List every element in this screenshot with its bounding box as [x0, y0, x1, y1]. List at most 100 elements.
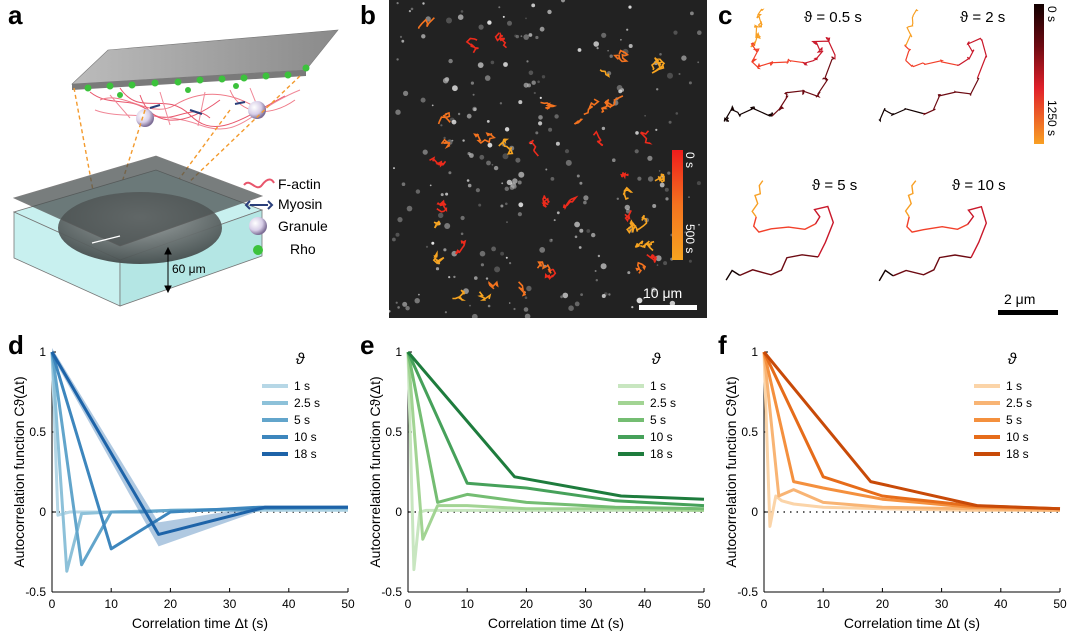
- speckle: [466, 179, 470, 182]
- legend-label-factin: F-actin: [278, 176, 321, 192]
- speckle: [594, 270, 597, 272]
- speckle: [576, 174, 580, 178]
- trajectory-title-1: ϑ = 2 s: [960, 9, 1005, 26]
- legend-label: 2.5 s: [650, 396, 676, 410]
- speckle: [504, 186, 509, 191]
- speckle: [422, 149, 428, 155]
- speckle: [548, 127, 553, 132]
- speckle: [690, 11, 694, 16]
- speckle: [414, 298, 420, 304]
- speckle: [596, 47, 599, 50]
- x-tick-label: 40: [638, 597, 652, 611]
- y-tick-label: 1: [751, 345, 758, 359]
- speckle: [420, 97, 426, 103]
- speckle: [531, 3, 536, 8]
- speckle: [513, 307, 516, 311]
- speckle: [652, 204, 657, 208]
- trajectory-segment: [752, 216, 816, 233]
- speckle: [401, 39, 405, 43]
- speckle: [580, 293, 583, 296]
- speckle: [448, 171, 452, 175]
- y-tick-label: -0.5: [737, 585, 758, 599]
- speckle: [634, 149, 639, 154]
- speckle: [601, 294, 606, 298]
- x-tick-label: 40: [282, 597, 296, 611]
- x-tick-label: 10: [461, 597, 475, 611]
- x-tick-label: 0: [761, 597, 768, 611]
- trajectory-title-2: ϑ = 5 s: [812, 177, 857, 194]
- speckle: [656, 88, 659, 91]
- speckle: [681, 55, 687, 61]
- speckle: [487, 304, 491, 308]
- granule-track: [488, 280, 499, 290]
- trajectory-segment: [739, 254, 819, 277]
- granule-track: [437, 111, 451, 125]
- speckle: [644, 115, 646, 117]
- speckle: [624, 204, 630, 211]
- trajectory-segment: [725, 269, 741, 281]
- schematic-legend: F-actin Myosin Granule Rho: [243, 176, 328, 257]
- speckle: [523, 82, 529, 88]
- speckle: [402, 301, 408, 307]
- series-lines: [762, 351, 1061, 528]
- series-line: [762, 351, 1061, 511]
- speckle: [393, 167, 395, 170]
- speckle: [627, 271, 631, 275]
- legend-label: 18 s: [650, 447, 673, 461]
- speckle: [659, 53, 662, 56]
- legend-label: 5 s: [294, 413, 310, 427]
- trajectory-segment: [723, 104, 774, 122]
- trajectory-segment: [922, 77, 980, 116]
- x-axis-label: Correlation time Δt (s): [844, 615, 980, 631]
- trajectory-segment: [904, 8, 919, 47]
- scale-bar: [998, 310, 1058, 315]
- speckle: [539, 247, 546, 253]
- granule-track: [592, 130, 604, 147]
- speckle: [460, 215, 465, 221]
- speckle: [684, 231, 687, 234]
- y-tick-label: 0.5: [741, 425, 758, 439]
- legend-label: 5 s: [1006, 413, 1022, 427]
- speckle: [444, 223, 451, 229]
- speckle: [647, 176, 654, 182]
- legend-label-granule: Granule: [278, 218, 328, 234]
- speckle: [553, 219, 556, 222]
- speckle: [445, 192, 449, 196]
- series-line: [406, 351, 705, 511]
- trajectory-segment: [878, 108, 924, 123]
- trajectory-segment: [750, 42, 805, 70]
- micrograph-with-tracks: 0 s 500 s 10 μm: [389, 0, 707, 318]
- speckle: [507, 20, 512, 26]
- speckle: [524, 313, 531, 318]
- speckle: [663, 261, 668, 266]
- speckle: [574, 301, 580, 307]
- legend-label-myosin: Myosin: [278, 196, 322, 212]
- speckle: [515, 34, 519, 39]
- legend-label: 1 s: [1006, 379, 1022, 393]
- granule-icon: [248, 101, 266, 119]
- legend-label-rho: Rho: [290, 241, 316, 257]
- y-tick-label: -0.5: [25, 585, 46, 599]
- granule-track: [518, 281, 527, 297]
- speckle: [528, 70, 534, 76]
- speckle: [579, 181, 583, 185]
- legend-label: 18 s: [294, 447, 317, 461]
- speckle: [597, 254, 601, 258]
- granule-track: [417, 17, 435, 29]
- scale-bar-label: 2 μm: [1004, 291, 1035, 307]
- y-tick-label: 0: [39, 505, 46, 519]
- granule-track: [635, 261, 647, 274]
- x-tick-label: 10: [817, 597, 831, 611]
- colorbar-label-bottom: 1250 s: [1045, 100, 1059, 136]
- speckle: [485, 277, 489, 280]
- speckle: [466, 113, 472, 119]
- speckle: [574, 221, 580, 228]
- speckle: [470, 81, 474, 85]
- speckle: [490, 60, 495, 65]
- speckle: [659, 182, 665, 188]
- speckle: [448, 276, 451, 279]
- series-lines: [406, 351, 705, 572]
- granule-track: [626, 219, 634, 234]
- speckle: [397, 306, 400, 309]
